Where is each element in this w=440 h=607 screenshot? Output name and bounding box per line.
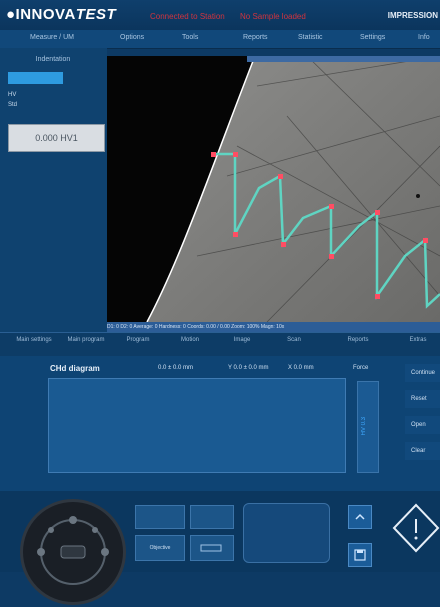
tab-motion[interactable]: Motion — [180, 337, 199, 343]
diagram-plot-area — [48, 378, 346, 473]
specimen-image — [107, 56, 440, 322]
brand-logo: ●INNOVATEST — [6, 6, 116, 23]
camera-image-view[interactable]: D1: 0 D2: 0 Average: 0 Hardness: 0 Coord… — [107, 56, 440, 332]
menu-item-settings[interactable]: Settings — [360, 34, 386, 41]
clear-button[interactable]: Clear — [405, 442, 440, 460]
method-line-2: Std — [8, 102, 18, 108]
force-value: HV 0.3 — [361, 417, 367, 436]
control-button-d[interactable] — [190, 535, 234, 561]
hardness-value-display: 0.000 HV1 — [8, 124, 105, 152]
diagram-panel: CHd diagram 0.0 ± 0.0 mm Y 0.0 ± 0.0 mm … — [0, 356, 440, 491]
menu-item-statistic[interactable]: Statistic — [298, 34, 323, 41]
indent-markers — [211, 152, 428, 299]
image-title-bar — [247, 56, 440, 62]
indent-path — [213, 152, 440, 309]
chevron-up-icon — [355, 513, 365, 520]
diagram-title: CHd diagram — [50, 364, 100, 373]
method-line-1: HV — [8, 92, 17, 98]
continue-button[interactable]: Continue — [405, 364, 440, 382]
warning-diamond-icon — [392, 503, 440, 553]
left-panel: Indentation HV Std 0.000 HV1 — [0, 48, 107, 333]
tab-program[interactable]: Program — [126, 337, 150, 343]
force-selector[interactable]: HV 0.3 — [357, 381, 379, 473]
diagram-header-3: X 0.0 mm — [288, 365, 314, 371]
app-header: ●INNOVATEST Connected to Station No Samp… — [0, 0, 440, 31]
control-panel: Objective — [0, 491, 440, 605]
floppy-icon — [354, 549, 366, 561]
objective-button[interactable]: Objective — [135, 535, 185, 561]
diagram-header-1: 0.0 ± 0.0 mm — [158, 365, 193, 371]
menu-item-reports[interactable]: Reports — [243, 34, 268, 41]
method-selector[interactable] — [8, 72, 63, 84]
tab-reports[interactable]: Reports — [347, 337, 369, 343]
up-icon[interactable] — [348, 505, 372, 529]
start-button[interactable] — [392, 503, 440, 553]
open-button[interactable]: Open — [405, 416, 440, 434]
menu-item-tools[interactable]: Tools — [182, 34, 199, 41]
tab-main-settings[interactable]: Main settings — [16, 337, 52, 343]
menu-item-info[interactable]: Info — [418, 34, 430, 41]
status-sample: No Sample loaded — [240, 12, 306, 21]
jog-dial[interactable] — [20, 499, 126, 605]
specimen-edge — [146, 56, 256, 322]
specimen-surface — [147, 56, 440, 322]
tab-scan[interactable]: Scan — [287, 337, 301, 343]
indentation-tab[interactable]: Indentation — [35, 56, 71, 63]
header-title: IMPRESSION — [387, 11, 438, 20]
preview-screen[interactable] — [243, 503, 330, 563]
slider-icon — [200, 544, 222, 552]
top-menu: Measure / UM Options Tools Reports Stati… — [0, 30, 440, 49]
logo-text-italic: TEST — [75, 6, 117, 23]
reset-button[interactable]: Reset — [405, 390, 440, 408]
lower-tabs: Main settings Main program Program Motio… — [0, 332, 440, 357]
status-connection: Connected to Station — [150, 12, 225, 21]
save-icon[interactable] — [348, 543, 372, 567]
tab-image[interactable]: Image — [233, 337, 251, 343]
force-label: Force — [353, 365, 369, 371]
dark-spot — [416, 194, 420, 198]
menu-item-options[interactable]: Options — [120, 34, 145, 41]
control-button-b[interactable] — [190, 505, 234, 529]
dial-icon — [37, 516, 109, 585]
image-status-bar: D1: 0 D2: 0 Average: 0 Hardness: 0 Coord… — [107, 322, 440, 332]
menu-item-measure[interactable]: Measure / UM — [30, 34, 74, 41]
tab-main-program[interactable]: Main program — [67, 337, 105, 343]
diagram-header-2: Y 0.0 ± 0.0 mm — [228, 365, 269, 371]
logo-text: ●INNOVA — [6, 6, 76, 23]
tab-extras[interactable]: Extras — [409, 337, 427, 343]
control-button-a[interactable] — [135, 505, 185, 529]
